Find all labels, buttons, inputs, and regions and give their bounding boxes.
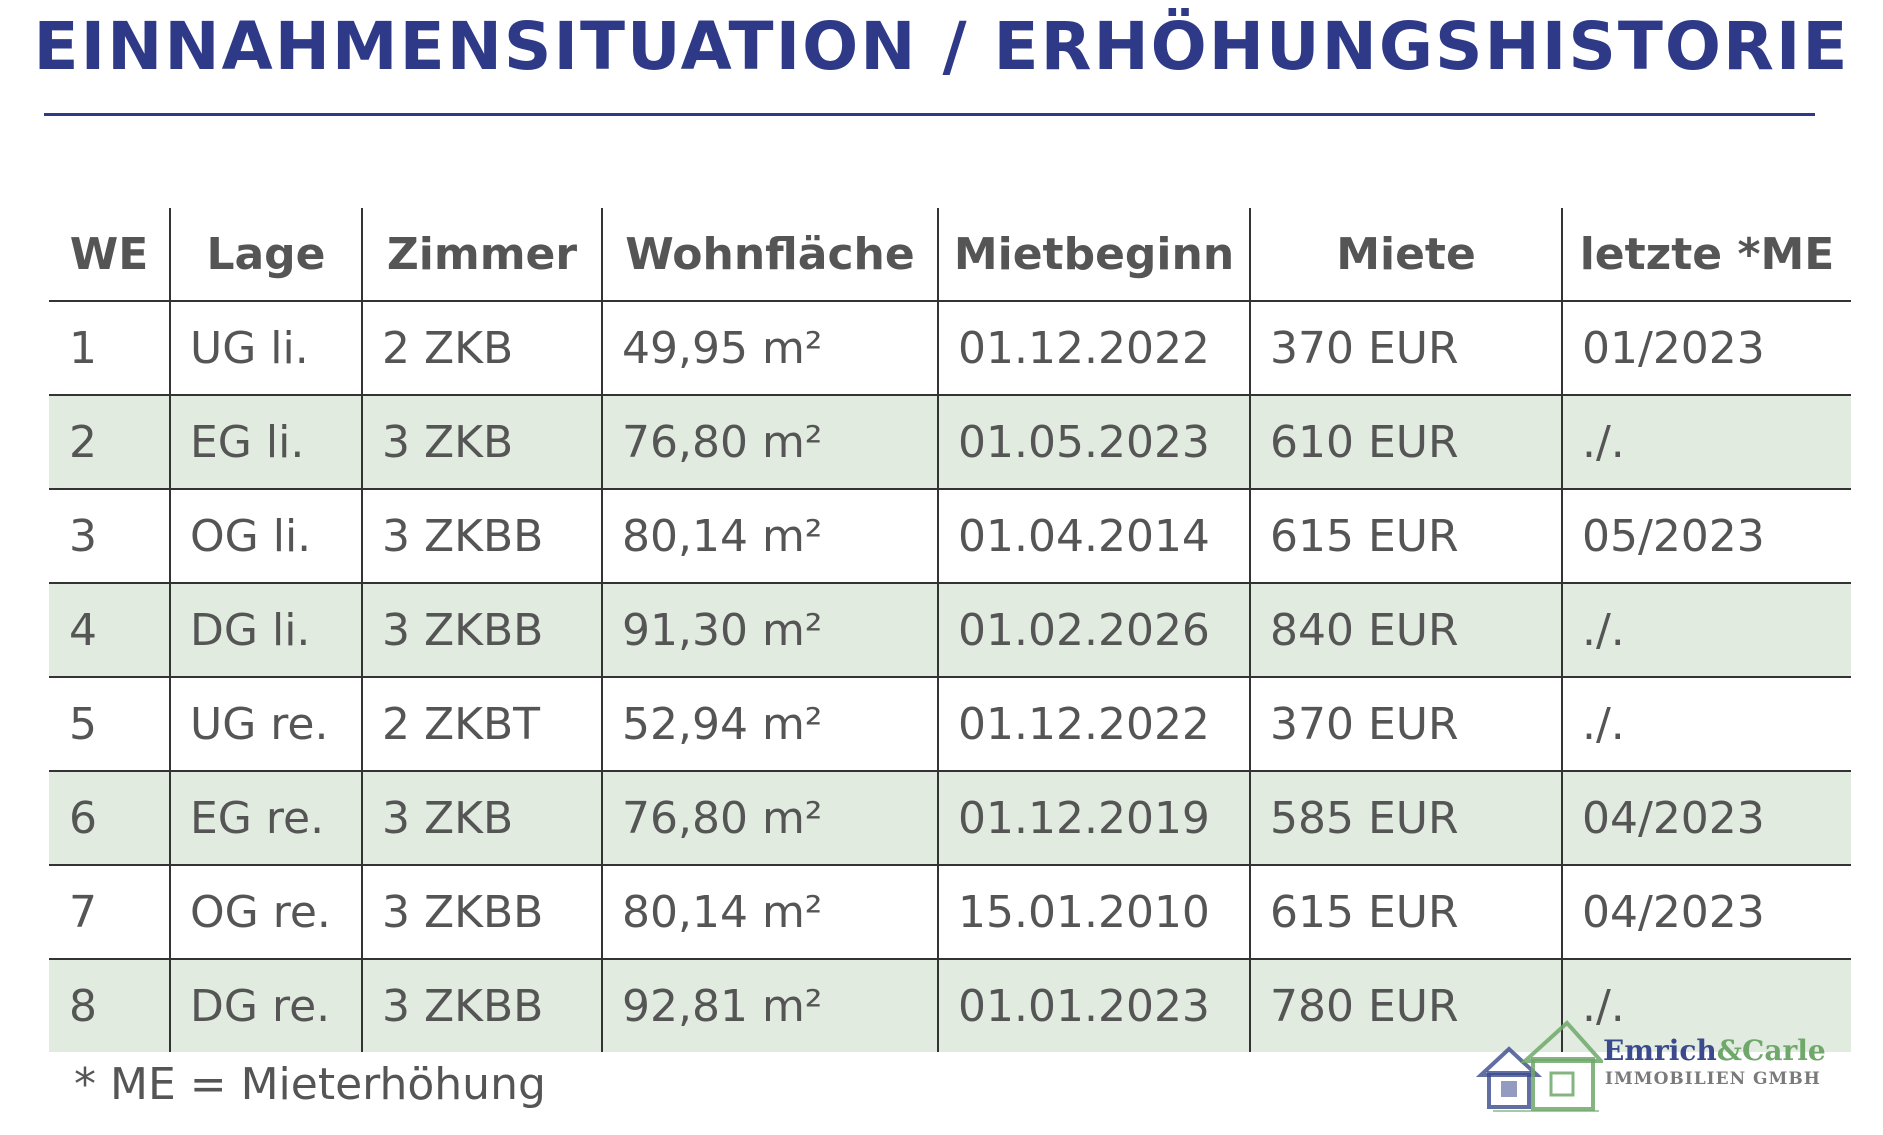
company-logo: Emrich&Carle IMMOBILIEN GMBH xyxy=(1473,1015,1853,1115)
table-header-row: WE Lage Zimmer Wohnfläche Mietbeginn Mie… xyxy=(49,208,1851,302)
cell-mietbeginn: 15.01.2010 xyxy=(937,865,1250,960)
cell-lage: EG li. xyxy=(169,395,362,490)
cell-letzte-me: 04/2023 xyxy=(1561,771,1851,866)
cell-lage: UG re. xyxy=(169,677,362,772)
cell-miete: 840 EUR xyxy=(1249,583,1562,678)
header-mietbeginn: Mietbeginn xyxy=(937,208,1250,302)
cell-we: 4 xyxy=(49,583,170,678)
header-we: WE xyxy=(49,208,170,302)
cell-mietbeginn: 01.12.2022 xyxy=(937,301,1250,396)
cell-zimmer: 3 ZKBB xyxy=(361,489,602,584)
cell-mietbeginn: 01.12.2019 xyxy=(937,771,1250,866)
table-row: 7 OG re. 3 ZKBB 80,14 m² 15.01.2010 615 … xyxy=(49,865,1851,960)
cell-lage: DG li. xyxy=(169,583,362,678)
logo-name-first: Emrich xyxy=(1603,1034,1717,1067)
table-row: 5 UG re. 2 ZKBT 52,94 m² 01.12.2022 370 … xyxy=(49,677,1851,772)
header-miete: Miete xyxy=(1249,208,1562,302)
cell-we: 1 xyxy=(49,301,170,396)
cell-letzte-me: ./. xyxy=(1561,395,1851,490)
cell-wohnflaeche: 80,14 m² xyxy=(601,489,938,584)
header-letzte-me: letzte *ME xyxy=(1561,208,1851,302)
title-divider xyxy=(44,113,1815,116)
cell-lage: OG re. xyxy=(169,865,362,960)
page-title: EINNAHMENSITUATION / ERHÖHUNGSHISTORIE xyxy=(33,8,1850,85)
cell-zimmer: 2 ZKB xyxy=(361,301,602,396)
table-row: 2 EG li. 3 ZKB 76,80 m² 01.05.2023 610 E… xyxy=(49,395,1851,490)
cell-letzte-me: ./. xyxy=(1561,677,1851,772)
cell-lage: OG li. xyxy=(169,489,362,584)
cell-mietbeginn: 01.01.2023 xyxy=(937,959,1250,1052)
cell-letzte-me: ./. xyxy=(1561,583,1851,678)
cell-wohnflaeche: 76,80 m² xyxy=(601,395,938,490)
cell-letzte-me: 05/2023 xyxy=(1561,489,1851,584)
table-row: 1 UG li. 2 ZKB 49,95 m² 01.12.2022 370 E… xyxy=(49,301,1851,396)
rent-table: WE Lage Zimmer Wohnfläche Mietbeginn Mie… xyxy=(49,208,1851,1052)
cell-zimmer: 3 ZKB xyxy=(361,771,602,866)
cell-mietbeginn: 01.05.2023 xyxy=(937,395,1250,490)
logo-name-second: Carle xyxy=(1742,1034,1826,1067)
logo-subtitle: IMMOBILIEN GMBH xyxy=(1605,1069,1821,1089)
cell-zimmer: 3 ZKBB xyxy=(361,583,602,678)
cell-zimmer: 2 ZKBT xyxy=(361,677,602,772)
cell-zimmer: 3 ZKBB xyxy=(361,959,602,1052)
logo-name-ampersand: & xyxy=(1716,1034,1743,1067)
cell-letzte-me: 01/2023 xyxy=(1561,301,1851,396)
cell-miete: 780 EUR xyxy=(1249,959,1562,1052)
cell-mietbeginn: 01.12.2022 xyxy=(937,677,1250,772)
cell-miete: 615 EUR xyxy=(1249,865,1562,960)
cell-we: 5 xyxy=(49,677,170,772)
cell-we: 8 xyxy=(49,959,170,1052)
cell-lage: UG li. xyxy=(169,301,362,396)
table-row: 8 DG re. 3 ZKBB 92,81 m² 01.01.2023 780 … xyxy=(49,959,1851,1052)
cell-lage: EG re. xyxy=(169,771,362,866)
houses-logo-icon xyxy=(1475,1020,1603,1112)
cell-wohnflaeche: 91,30 m² xyxy=(601,583,938,678)
cell-miete: 615 EUR xyxy=(1249,489,1562,584)
table-row: 6 EG re. 3 ZKB 76,80 m² 01.12.2019 585 E… xyxy=(49,771,1851,866)
cell-letzte-me: 04/2023 xyxy=(1561,865,1851,960)
cell-mietbeginn: 01.02.2026 xyxy=(937,583,1250,678)
cell-lage: DG re. xyxy=(169,959,362,1052)
cell-wohnflaeche: 52,94 m² xyxy=(601,677,938,772)
cell-letzte-me: ./. xyxy=(1561,959,1851,1052)
logo-company-name: Emrich&Carle xyxy=(1603,1035,1826,1067)
cell-we: 2 xyxy=(49,395,170,490)
cell-miete: 370 EUR xyxy=(1249,677,1562,772)
cell-zimmer: 3 ZKB xyxy=(361,395,602,490)
cell-miete: 370 EUR xyxy=(1249,301,1562,396)
cell-wohnflaeche: 80,14 m² xyxy=(601,865,938,960)
cell-wohnflaeche: 92,81 m² xyxy=(601,959,938,1052)
header-zimmer: Zimmer xyxy=(361,208,602,302)
cell-zimmer: 3 ZKBB xyxy=(361,865,602,960)
table-row: 3 OG li. 3 ZKBB 80,14 m² 01.04.2014 615 … xyxy=(49,489,1851,584)
cell-wohnflaeche: 49,95 m² xyxy=(601,301,938,396)
cell-miete: 610 EUR xyxy=(1249,395,1562,490)
cell-we: 3 xyxy=(49,489,170,584)
header-wohnflaeche: Wohnfläche xyxy=(601,208,938,302)
table-row: 4 DG li. 3 ZKBB 91,30 m² 01.02.2026 840 … xyxy=(49,583,1851,678)
cell-mietbeginn: 01.04.2014 xyxy=(937,489,1250,584)
cell-we: 7 xyxy=(49,865,170,960)
cell-miete: 585 EUR xyxy=(1249,771,1562,866)
header-lage: Lage xyxy=(169,208,362,302)
cell-wohnflaeche: 76,80 m² xyxy=(601,771,938,866)
footnote: * ME = Mieterhöhung xyxy=(74,1059,546,1110)
cell-we: 6 xyxy=(49,771,170,866)
